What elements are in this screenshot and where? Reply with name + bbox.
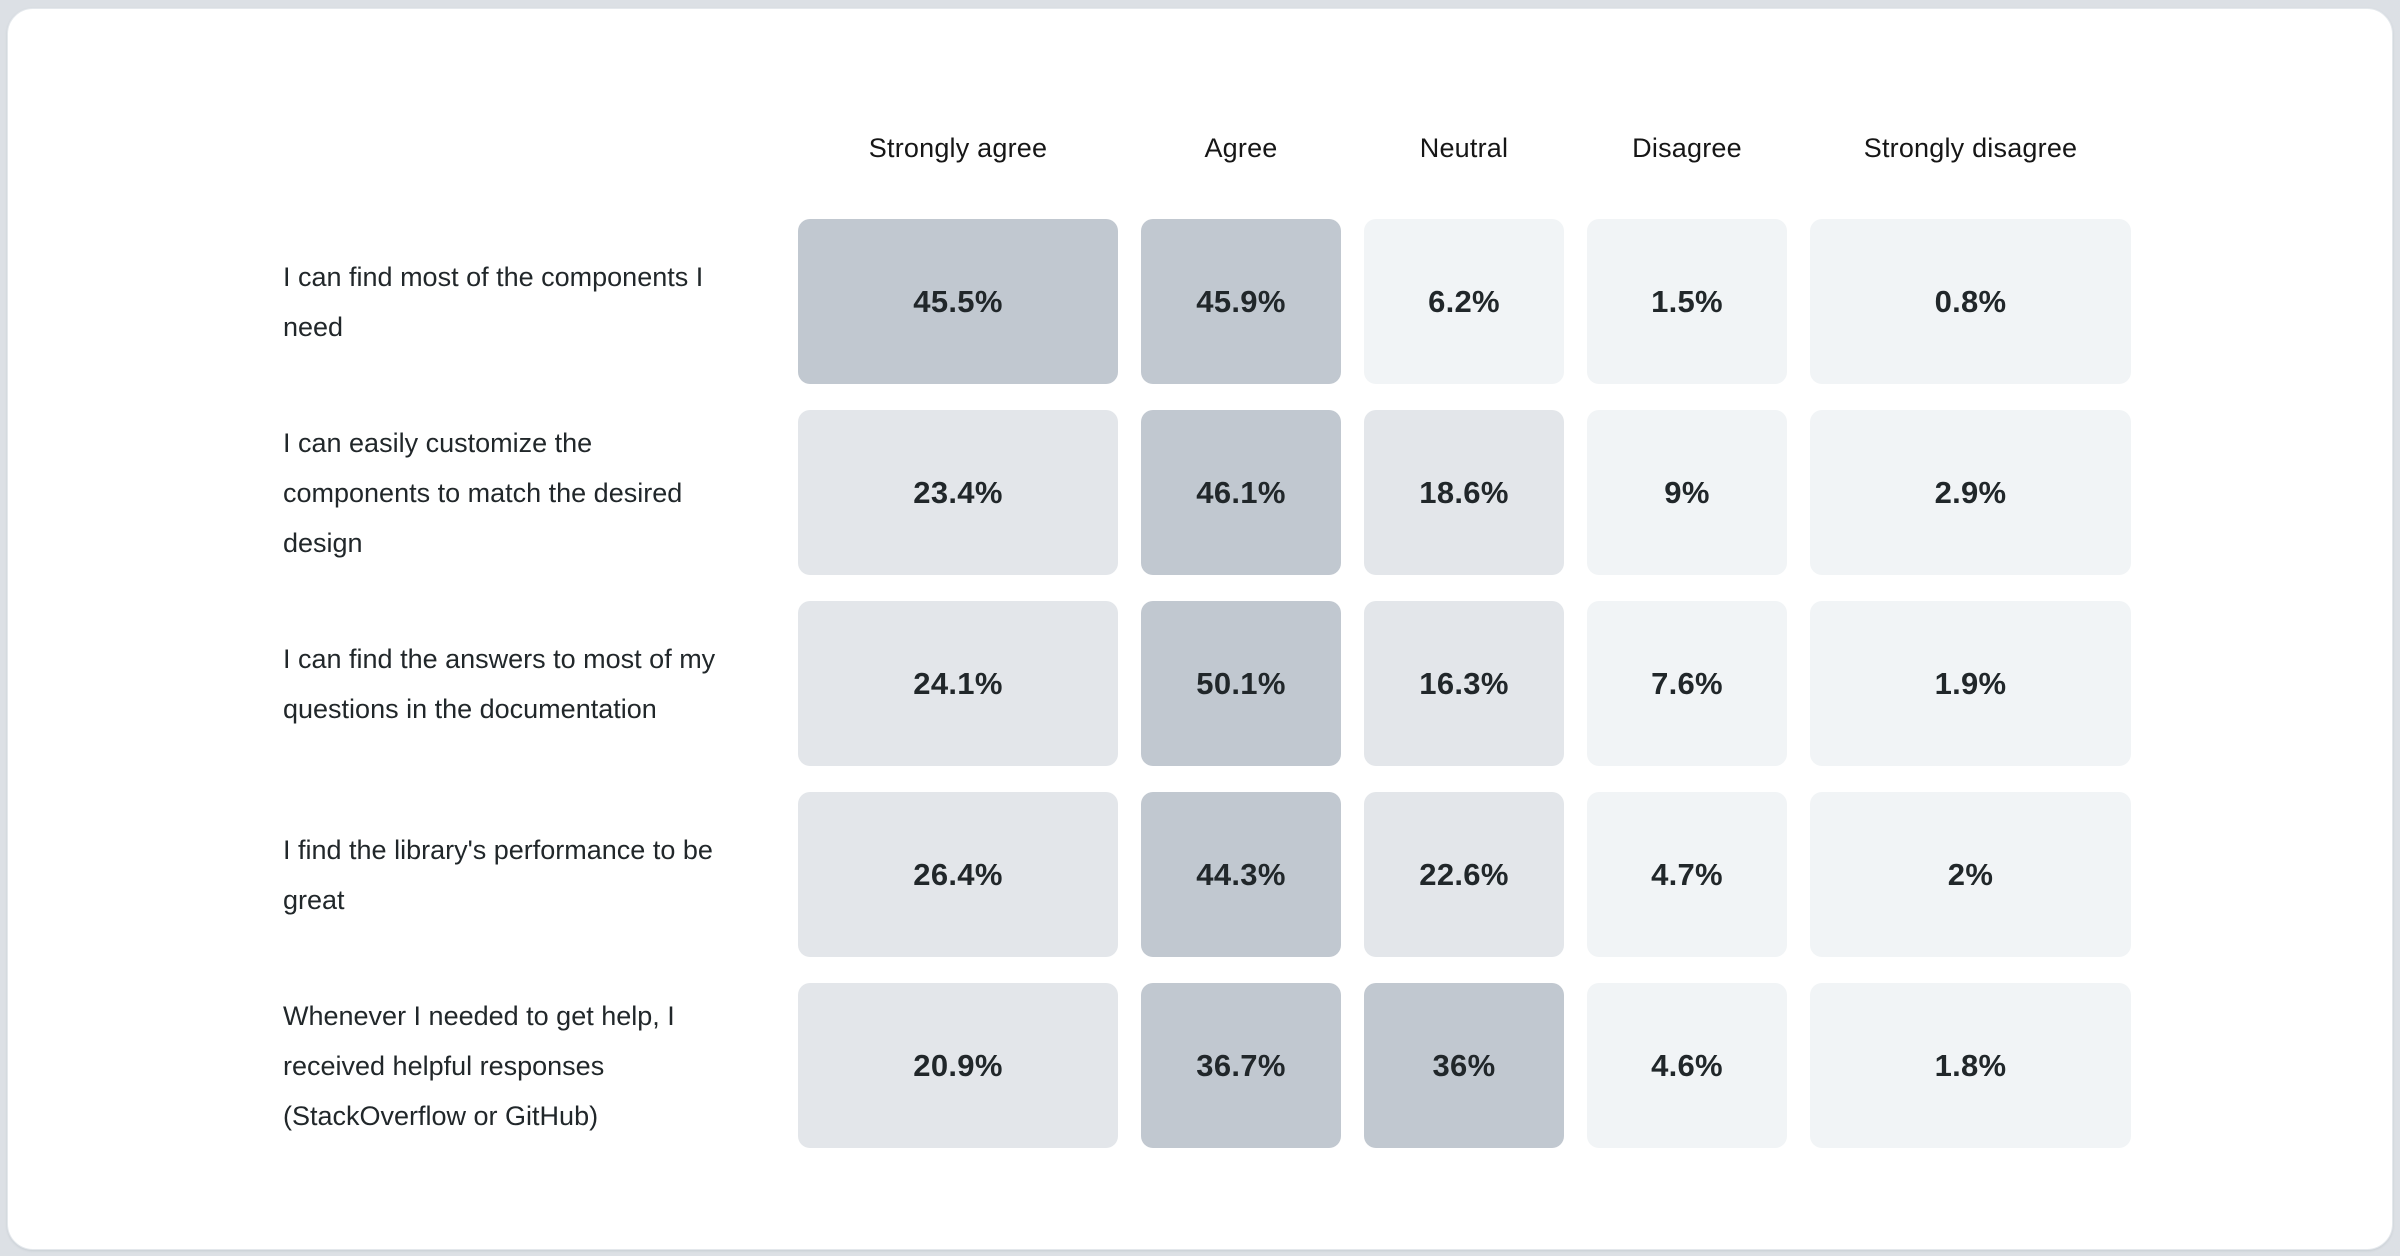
row-label-documentation-answers: I can find the answers to most of my que… xyxy=(283,643,716,724)
matrix-cell: 1.5% xyxy=(1587,219,1787,384)
row-label-helpful-responses: Whenever I needed to get help, I receive… xyxy=(283,1000,675,1131)
column-header-strongly-agree: Strongly agree xyxy=(868,132,1048,163)
matrix-cell: 4.7% xyxy=(1587,792,1787,957)
matrix-cell: 2.9% xyxy=(1810,410,2131,575)
matrix-cell: 26.4% xyxy=(798,792,1118,957)
matrix-cell: 24.1% xyxy=(798,601,1118,766)
likert-results-matrix: Strongly agree Agree Neutral Disagree St… xyxy=(283,9,2392,1148)
column-header-agree: Agree xyxy=(1204,132,1278,163)
matrix-cell: 2% xyxy=(1810,792,2131,957)
row-label-column-spacer xyxy=(283,120,775,176)
column-header-row: Strongly agree Agree Neutral Disagree St… xyxy=(283,120,2392,176)
matrix-cell: 16.3% xyxy=(1364,601,1564,766)
column-header-strongly-disagree: Strongly disagree xyxy=(1863,132,2078,163)
matrix-rows: I can find most of the components I need… xyxy=(283,219,2392,1148)
matrix-cell: 44.3% xyxy=(1141,792,1341,957)
row-label-customize-components: I can easily customize the components to… xyxy=(283,427,683,558)
matrix-cell: 18.6% xyxy=(1364,410,1564,575)
matrix-cell: 46.1% xyxy=(1141,410,1341,575)
matrix-cell: 4.6% xyxy=(1587,983,1787,1148)
row-label-library-performance: I find the library's performance to be g… xyxy=(283,834,713,915)
column-header-neutral: Neutral xyxy=(1419,132,1509,163)
matrix-cell: 20.9% xyxy=(798,983,1118,1148)
matrix-cell: 45.9% xyxy=(1141,219,1341,384)
matrix-cell: 7.6% xyxy=(1587,601,1787,766)
matrix-cell: 36.7% xyxy=(1141,983,1341,1148)
matrix-cell: 22.6% xyxy=(1364,792,1564,957)
matrix-cell: 1.9% xyxy=(1810,601,2131,766)
matrix-cell: 0.8% xyxy=(1810,219,2131,384)
survey-results-card: Strongly agree Agree Neutral Disagree St… xyxy=(7,8,2393,1250)
matrix-cell: 6.2% xyxy=(1364,219,1564,384)
matrix-cell: 1.8% xyxy=(1810,983,2131,1148)
matrix-cell: 9% xyxy=(1587,410,1787,575)
row-label-find-components: I can find most of the components I need xyxy=(283,261,704,342)
matrix-cell: 50.1% xyxy=(1141,601,1341,766)
matrix-cell: 45.5% xyxy=(798,219,1118,384)
matrix-cell: 36% xyxy=(1364,983,1564,1148)
column-header-disagree: Disagree xyxy=(1632,132,1742,163)
matrix-cell: 23.4% xyxy=(798,410,1118,575)
